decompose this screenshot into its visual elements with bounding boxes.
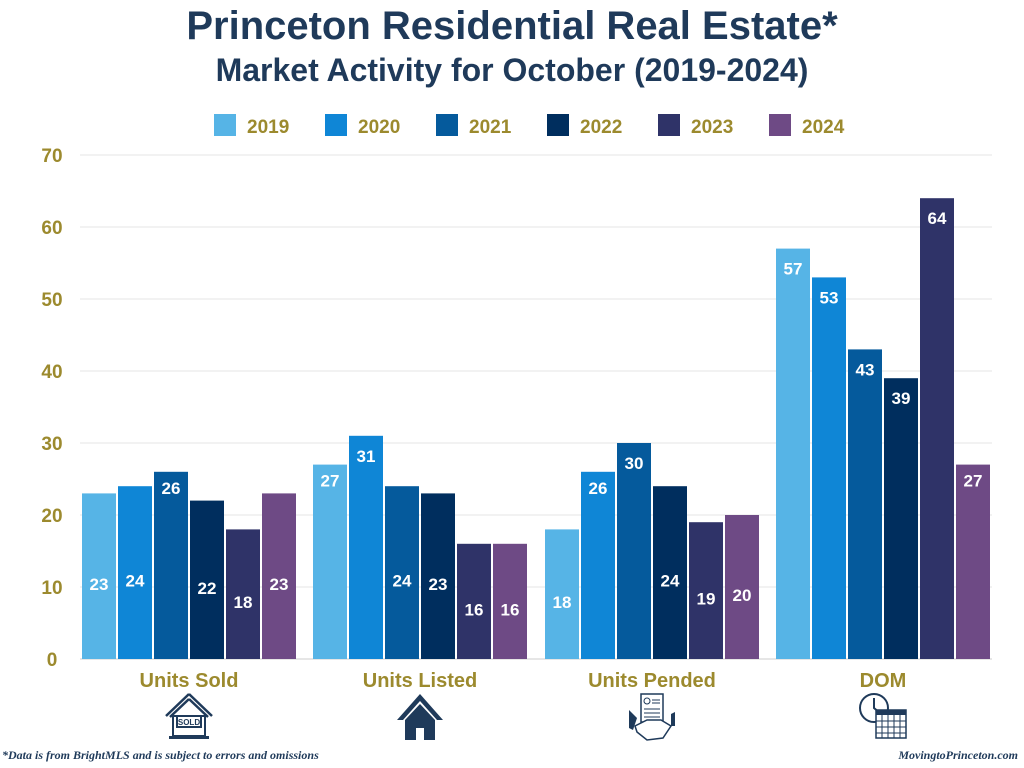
bar xyxy=(421,493,455,659)
bar xyxy=(956,464,990,659)
data-label: 31 xyxy=(357,447,376,466)
y-tick-label: 10 xyxy=(41,578,62,599)
bar xyxy=(776,248,810,659)
y-tick-label: 70 xyxy=(41,146,62,167)
data-label: 57 xyxy=(784,260,803,279)
data-label: 20 xyxy=(733,586,752,605)
data-label: 27 xyxy=(964,472,983,491)
house-icon xyxy=(397,694,443,740)
bar xyxy=(349,435,383,659)
legend-swatch xyxy=(214,114,236,136)
chart-subtitle: Market Activity for October (2019-2024) xyxy=(215,52,809,88)
bar xyxy=(848,349,882,659)
bar xyxy=(812,277,846,659)
data-label: 30 xyxy=(625,454,644,473)
bar xyxy=(313,464,347,659)
x-tick-label: Units Listed xyxy=(363,670,477,692)
legend-label: 2021 xyxy=(469,117,512,138)
bar xyxy=(617,443,651,659)
data-label: 43 xyxy=(856,360,875,379)
legend-swatch xyxy=(769,114,791,136)
y-tick-label: 60 xyxy=(41,218,62,239)
data-label: 23 xyxy=(270,575,289,594)
bar xyxy=(689,522,723,659)
data-label: 39 xyxy=(892,389,911,408)
y-tick-label: 30 xyxy=(41,434,62,455)
data-label: 53 xyxy=(820,288,839,307)
bar xyxy=(118,486,152,659)
data-label: 24 xyxy=(393,572,412,591)
bar xyxy=(154,471,188,659)
svg-text:SOLD: SOLD xyxy=(178,718,200,727)
bar xyxy=(545,529,579,659)
y-tick-label: 50 xyxy=(41,290,62,311)
clock-calendar-icon xyxy=(859,693,907,739)
bar xyxy=(82,493,116,659)
y-tick-label: 40 xyxy=(41,362,62,383)
legend-swatch xyxy=(658,114,680,136)
x-tick-label: Units Pended xyxy=(588,670,716,692)
legend-label: 2022 xyxy=(580,117,622,138)
data-label: 16 xyxy=(501,600,520,619)
data-label: 64 xyxy=(928,209,947,228)
x-tick-label: Units Sold xyxy=(140,670,239,692)
chart-title: Princeton Residential Real Estate* xyxy=(186,4,838,48)
legend-label: 2024 xyxy=(802,117,845,138)
data-label: 23 xyxy=(429,575,448,594)
data-label: 16 xyxy=(465,600,484,619)
data-label: 26 xyxy=(589,479,608,498)
bar xyxy=(653,486,687,659)
bar xyxy=(920,198,954,659)
bar xyxy=(385,486,419,659)
disclaimer: *Data is from BrightMLS and is subject t… xyxy=(2,748,319,762)
sold-sign-house-icon: SOLD xyxy=(165,693,213,739)
legend-swatch xyxy=(436,114,458,136)
data-label: 18 xyxy=(553,593,572,612)
bar xyxy=(884,378,918,659)
legend-swatch xyxy=(547,114,569,136)
legend-label: 2023 xyxy=(691,117,733,138)
bar xyxy=(581,471,615,659)
legend-swatch xyxy=(325,114,347,136)
data-label: 24 xyxy=(126,572,145,591)
site-link[interactable]: MovingtoPrinceton.com xyxy=(898,748,1018,762)
y-tick-label: 20 xyxy=(41,506,62,527)
legend-label: 2020 xyxy=(358,117,400,138)
legend-label: 2019 xyxy=(247,117,289,138)
bar xyxy=(457,543,491,659)
bar xyxy=(493,543,527,659)
contract-handshake-icon xyxy=(629,693,675,741)
bar xyxy=(190,500,224,659)
data-label: 22 xyxy=(198,579,217,598)
bar xyxy=(226,529,260,659)
x-tick-label: DOM xyxy=(860,670,907,692)
data-label: 27 xyxy=(321,472,340,491)
data-label: 19 xyxy=(697,590,716,609)
data-label: 26 xyxy=(162,479,181,498)
data-label: 23 xyxy=(90,575,109,594)
data-label: 18 xyxy=(234,593,253,612)
bar xyxy=(262,493,296,659)
bar xyxy=(725,515,759,659)
y-tick-label: 0 xyxy=(47,650,58,671)
data-label: 24 xyxy=(661,572,680,591)
